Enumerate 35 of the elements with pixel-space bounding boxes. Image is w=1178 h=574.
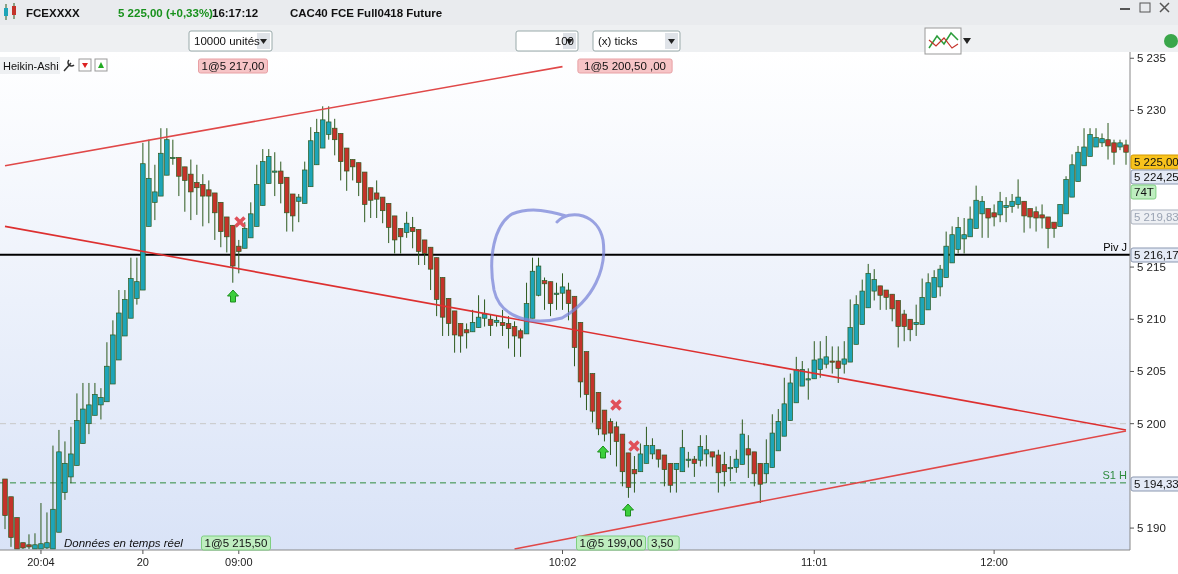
text: 10000 unités (194, 35, 261, 47)
y-tick-label: 5 205 (1137, 365, 1166, 378)
text: 5 224,25 (1134, 171, 1178, 183)
y-tick-label: 5 230 (1137, 104, 1166, 117)
annotation: 3,50 (651, 537, 674, 549)
annotation: 1@5 215,50 (204, 537, 268, 549)
annotation: 1@5 200,50 ,00 (583, 60, 667, 72)
y-tick-label: 5 235 (1137, 52, 1166, 65)
ref-line-label: Piv J (1103, 240, 1127, 253)
annotation: 1@5 217,00 (201, 60, 265, 72)
x-tick-label: 11:01 (800, 556, 828, 568)
chart-title: CAC40 FCE Full0418 Future (290, 7, 443, 19)
y-tick-label: 5 210 (1137, 313, 1166, 326)
text: FCEXXXX (26, 7, 81, 19)
y-tick-label: 5 200 (1137, 417, 1166, 430)
x-tick-label: 20:04 (27, 556, 55, 568)
ref-line-label: S1 H (1102, 468, 1128, 481)
annotation: Données en temps réel (64, 537, 184, 549)
text: 16:17:12 (212, 7, 259, 19)
x-tick-label: 12:00 (980, 556, 1008, 568)
y-tick-label: 5 215 (1137, 261, 1166, 274)
text: 5 216,17 (1134, 249, 1178, 261)
text: (x) ticks (598, 35, 638, 47)
x-tick-label: 09:00 (225, 556, 253, 568)
y-tick-label: 5 190 (1137, 522, 1166, 535)
annotation: 1@5 199,00 (579, 537, 643, 549)
text: 5 225,00 (+0,33%) (118, 7, 214, 19)
text: Heikin-Ashi (3, 60, 59, 72)
text: 5 225,00 (1134, 156, 1178, 168)
x-tick-label: 20 (136, 556, 149, 568)
x-tick-label: 10:02 (548, 556, 577, 568)
text: 74T (1134, 186, 1154, 198)
text: 100 (554, 35, 574, 47)
text: 5 219,83 (1134, 211, 1178, 223)
text: 5 194,33 (1134, 478, 1178, 490)
